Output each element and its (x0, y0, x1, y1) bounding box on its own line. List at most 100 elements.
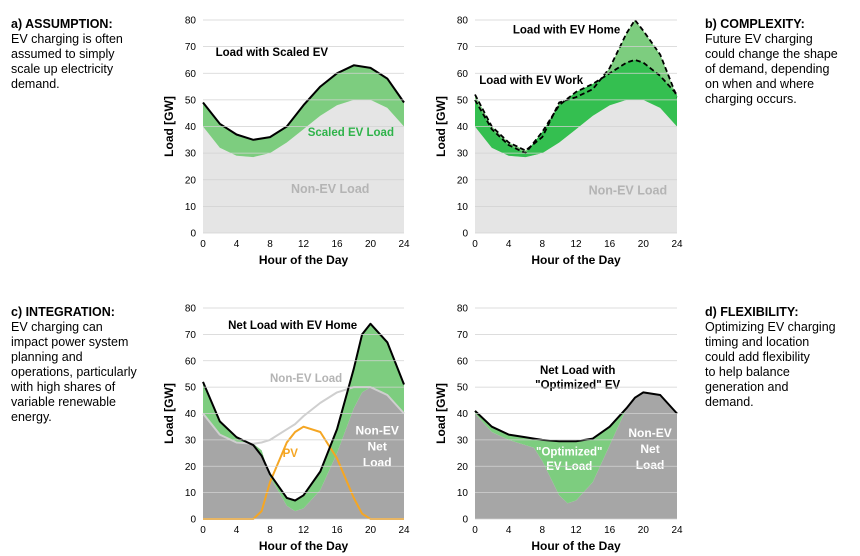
y-axis-label: Load [GW] (162, 96, 176, 157)
x-tick-label: 8 (267, 525, 273, 536)
x-tick-label: 4 (234, 239, 240, 250)
panel-d-body: Optimizing EV charging timing and locati… (705, 320, 836, 409)
panel-c-heading: c) INTEGRATION: (11, 305, 115, 319)
load-with-scaled-ev-line (202, 64, 405, 141)
label-ev-load: EV Load (546, 461, 592, 473)
x-tick-label: 24 (671, 525, 683, 536)
panel-b-axes: 0 10 20 30 40 50 60 70 80 0 4 8 12 16 20 24 Hour of the … (434, 16, 683, 268)
label-load-with-scaled-ev: Load with Scaled EV (216, 47, 329, 59)
x-axis-label: Hour of the Day (531, 253, 621, 267)
x-tick-label: 8 (540, 239, 546, 250)
y-tick-label: 30 (185, 435, 197, 446)
y-tick-label: 50 (185, 383, 197, 394)
x-tick-label: 16 (331, 239, 343, 250)
y-tick-label: 30 (457, 149, 469, 160)
x-axis-label: Hour of the Day (531, 539, 621, 553)
y-tick-label: 20 (185, 462, 197, 473)
y-tick-label: 40 (185, 409, 197, 420)
non-ev-net-load-area (203, 387, 404, 519)
y-tick-label: 70 (457, 42, 469, 53)
load-with-ev-home-line (474, 19, 678, 152)
panel-a-description: a) ASSUMPTION: EV charging is often assu… (11, 17, 171, 92)
label-load-with-ev-home: Load with EV Home (513, 24, 620, 36)
label-net-load-with-ev-home: Net Load with EV Home (228, 320, 357, 332)
label-optimized: "Optimized" (536, 447, 603, 459)
label-non-ev: Non-EV (356, 424, 399, 438)
x-tick-label: 12 (298, 525, 310, 536)
x-tick-label: 0 (472, 525, 478, 536)
y-axis-label: Load [GW] (434, 383, 448, 444)
y-tick-label: 80 (185, 16, 197, 27)
x-tick-label: 24 (398, 239, 410, 250)
label-non-ev-load-line: Non-EV Load (270, 373, 342, 385)
x-tick-label: 16 (604, 525, 616, 536)
y-axis-label: Load [GW] (162, 383, 176, 444)
y-tick-label: 60 (457, 356, 469, 367)
y-tick-label: 10 (457, 488, 469, 499)
panel-b-description: b) COMPLEXITY: Future EV charging could … (705, 17, 855, 107)
ev-work-area (475, 59, 677, 158)
x-tick-label: 24 (671, 239, 683, 250)
panel-a-chart: Load with Scaled EV Scaled EV Load Non-EV … (202, 47, 405, 234)
y-tick-label: 10 (185, 488, 197, 499)
y-tick-label: 40 (457, 122, 469, 133)
panel-a-body: EV charging is often assumed to simply s… (11, 32, 123, 91)
y-tick-label: 20 (457, 175, 469, 186)
x-tick-label: 0 (200, 239, 206, 250)
x-tick-label: 20 (638, 525, 650, 536)
x-tick-label: 12 (570, 239, 582, 250)
panel-c-chart: Net Load with EV Home Non-EV Load PV Non-EV… (202, 320, 405, 520)
y-tick-label: 30 (457, 435, 469, 446)
y-tick-label: 0 (462, 229, 468, 240)
net-load-with-ev-home-line (202, 322, 405, 502)
panel-c-axes: 0 10 20 30 40 50 60 70 80 0 4 8 12 16 20 24 Hour of the … (162, 304, 410, 554)
label-scaled-ev-load: Scaled EV Load (308, 127, 394, 139)
panel-a-heading: a) ASSUMPTION: (11, 17, 113, 31)
y-tick-label: 30 (185, 149, 197, 160)
y-tick-label: 50 (185, 95, 197, 106)
x-tick-label: 16 (331, 525, 343, 536)
x-tick-label: 24 (398, 525, 410, 536)
label-optimized-ev: "Optimized" EV (535, 379, 620, 391)
y-tick-label: 10 (457, 202, 469, 213)
net-load-with-optimized-ev-line (474, 391, 678, 443)
x-tick-label: 20 (365, 525, 377, 536)
y-tick-label: 50 (457, 383, 469, 394)
x-axis-label: Hour of the Day (259, 539, 349, 553)
panel-b-body: Future EV charging could change the shap… (705, 32, 838, 106)
x-tick-label: 16 (604, 239, 616, 250)
x-tick-label: 20 (365, 239, 377, 250)
x-tick-label: 0 (200, 525, 206, 536)
panel-d-axes: 0 10 20 30 40 50 60 70 80 0 4 8 12 16 20 24 Hour of the … (434, 304, 683, 554)
x-tick-label: 12 (298, 239, 310, 250)
y-tick-label: 10 (185, 202, 197, 213)
y-axis-label: Load [GW] (434, 96, 448, 157)
label-pv: PV (283, 448, 299, 460)
y-tick-label: 50 (457, 95, 469, 106)
x-tick-label: 0 (472, 239, 478, 250)
ev-home-area (475, 20, 677, 158)
load-with-ev-work-line (474, 59, 678, 155)
y-tick-label: 40 (457, 409, 469, 420)
optimized-ev-load-area (475, 392, 677, 504)
y-tick-label: 40 (185, 122, 197, 133)
y-tick-label: 80 (457, 304, 469, 315)
y-tick-label: 70 (457, 330, 469, 341)
non-ev-load-area (475, 99, 677, 234)
label-net: Net (368, 439, 387, 453)
y-tick-label: 80 (185, 304, 197, 315)
label-non-ev-load: Non-EV Load (589, 183, 667, 197)
x-axis-label: Hour of the Day (259, 253, 349, 267)
label-net: Net (640, 442, 659, 456)
label-non-ev: Non-EV (628, 426, 671, 440)
x-tick-label: 4 (506, 525, 512, 536)
y-tick-label: 60 (185, 69, 197, 80)
label-non-ev-load: Non-EV Load (291, 182, 369, 196)
panel-a-axes: 0 10 20 30 40 50 60 70 80 0 4 8 12 16 20 24 Hour of the … (162, 16, 410, 268)
panel-d-chart: Net Load with "Optimized" EV "Optimized" EV… (474, 365, 678, 519)
x-tick-label: 4 (234, 525, 240, 536)
y-tick-label: 60 (185, 356, 197, 367)
label-load: Load (363, 455, 392, 469)
non-ev-load-area (203, 99, 404, 234)
